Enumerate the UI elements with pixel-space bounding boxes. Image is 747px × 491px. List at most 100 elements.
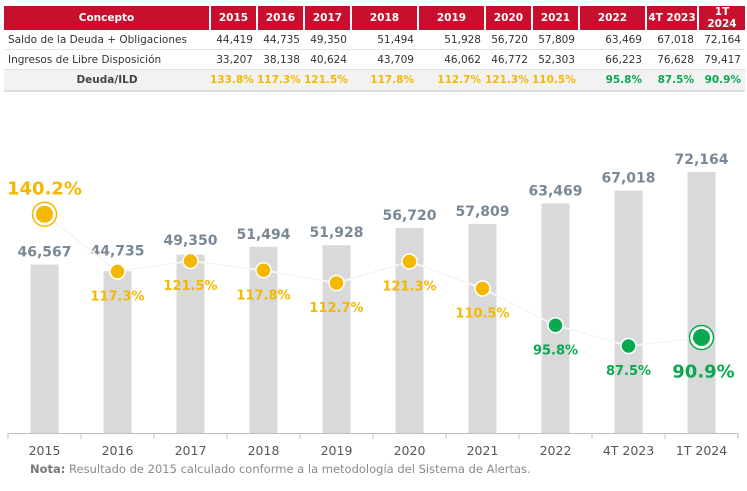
table-cell: 66,223 bbox=[579, 49, 646, 70]
bar-value-label: 51,928 bbox=[309, 225, 363, 241]
ratio-cell: 133.8% bbox=[210, 69, 257, 92]
ratio-cell: 121.3% bbox=[485, 69, 532, 92]
data-table: Concepto 2015 2016 2017 2018 2019 2020 2021 2022… bbox=[4, 6, 745, 92]
table-cell: 44,419 bbox=[210, 30, 257, 50]
bar-value-label: 56,720 bbox=[382, 208, 436, 224]
ratio-value-labels: 140.2% 117.3% 121.5% 117.8% 112.7% 121.3% 110.… bbox=[7, 178, 735, 382]
x-tick-labels: 2015 2016 2017 2018 2019 2020 2021 2022 4T 2023 1… bbox=[29, 443, 728, 458]
table-cell: 76,628 bbox=[646, 49, 698, 70]
ratio-point bbox=[620, 337, 637, 355]
ratio-point bbox=[401, 253, 418, 270]
x-tick-label: 4T 2023 bbox=[603, 443, 654, 458]
bar-value-labels: 46,567 44,735 49,350 51,494 51,928 56,720 57,8… bbox=[17, 152, 728, 261]
table-cell: 46,062 bbox=[418, 49, 485, 70]
x-tick-label: 2019 bbox=[321, 443, 353, 458]
table-cell: 51,928 bbox=[418, 30, 485, 50]
x-tick-label: 1T 2024 bbox=[676, 443, 727, 458]
ratio-value-label: 140.2% bbox=[7, 178, 82, 199]
header-period: 2017 bbox=[304, 6, 352, 30]
ratio-line-outline bbox=[44, 214, 702, 347]
ratio-value-label: 95.8% bbox=[533, 343, 578, 358]
ratio-point bbox=[255, 262, 272, 279]
table-cell: 33,207 bbox=[210, 49, 257, 70]
bar-value-label: 49,350 bbox=[163, 233, 217, 249]
bar-series bbox=[30, 172, 716, 433]
table-cell: 72,164 bbox=[698, 30, 745, 50]
table-cell: 46,772 bbox=[485, 49, 532, 70]
x-axis bbox=[7, 433, 739, 439]
ratio-value-label: 90.9% bbox=[672, 362, 734, 383]
table-cell: 79,417 bbox=[698, 49, 745, 70]
header-period: 2022 bbox=[579, 6, 647, 30]
bar bbox=[614, 190, 643, 433]
x-tick-label: 2015 bbox=[29, 443, 61, 458]
bar-value-label: 72,164 bbox=[674, 152, 728, 168]
ratio-value-label: 117.3% bbox=[90, 290, 144, 305]
bar-value-label: 46,567 bbox=[17, 245, 71, 261]
table-row: Saldo de la Deuda + Obligaciones 44,419 44… bbox=[4, 30, 745, 50]
ratio-cell: 90.9% bbox=[698, 69, 745, 92]
bar bbox=[687, 172, 716, 433]
table-cell: 38,138 bbox=[257, 49, 304, 70]
bar-value-label: 63,469 bbox=[528, 183, 582, 199]
ratio-cell: 87.5% bbox=[646, 69, 698, 92]
ratio-point bbox=[693, 329, 710, 346]
header-period: 2015 bbox=[210, 6, 258, 30]
table-header-row: Concepto 2015 2016 2017 2018 2019 2020 2021 2022… bbox=[4, 6, 745, 30]
x-tick-label: 2020 bbox=[394, 443, 426, 458]
table-cell: 51,494 bbox=[351, 30, 418, 50]
ratio-row: Deuda/ILD 133.8% 117.3% 121.5% 117.8% 112.7% 1… bbox=[4, 69, 745, 92]
bar-value-label: 57,809 bbox=[455, 204, 509, 220]
ratio-point bbox=[182, 252, 199, 270]
x-tick-label: 2017 bbox=[175, 443, 207, 458]
header-period: 2016 bbox=[257, 6, 305, 30]
bar bbox=[468, 223, 497, 433]
ratio-value-label: 117.8% bbox=[236, 288, 290, 303]
ratio-row-label: Deuda/ILD bbox=[4, 69, 210, 92]
ratio-value-label: 112.7% bbox=[309, 301, 363, 316]
note-text: Resultado de 2015 calculado conforme a l… bbox=[65, 462, 531, 476]
ratio-line-series bbox=[31, 201, 715, 355]
x-tick-label: 2022 bbox=[540, 443, 572, 458]
header-period: 2020 bbox=[485, 6, 533, 30]
ratio-cell: 117.8% bbox=[351, 69, 418, 92]
row-label: Ingresos de Libre Disposición bbox=[4, 49, 210, 70]
ratio-point bbox=[474, 280, 491, 297]
ratio-point bbox=[36, 205, 53, 223]
note-prefix: Nota: bbox=[30, 462, 66, 476]
ratio-cell: 110.5% bbox=[532, 69, 579, 92]
ratio-cell: 95.8% bbox=[579, 69, 646, 92]
table-row: Ingresos de Libre Disposición 33,207 38,13… bbox=[4, 49, 745, 70]
table-cell: 63,469 bbox=[579, 30, 646, 50]
table-cell: 44,735 bbox=[257, 30, 304, 50]
ratio-point bbox=[328, 274, 345, 292]
bar bbox=[176, 254, 205, 433]
table-cell: 57,809 bbox=[532, 30, 579, 50]
table-cell: 43,709 bbox=[351, 49, 418, 70]
ratio-cell: 121.5% bbox=[304, 69, 351, 92]
header-period: 2018 bbox=[351, 6, 419, 30]
data-table-container: Concepto 2015 2016 2017 2018 2019 2020 2021 2022… bbox=[4, 6, 745, 92]
ratio-value-label: 121.5% bbox=[163, 279, 217, 294]
bar bbox=[103, 271, 132, 433]
table-cell: 40,624 bbox=[304, 49, 351, 70]
ratio-cell: 112.7% bbox=[418, 69, 485, 92]
header-period: 2019 bbox=[418, 6, 486, 30]
bar-value-label: 44,735 bbox=[90, 244, 144, 260]
ratio-line bbox=[43, 213, 702, 347]
table-cell: 49,350 bbox=[304, 30, 351, 50]
table-body: Saldo de la Deuda + Obligaciones 44,419 44… bbox=[4, 30, 745, 92]
ratio-value-label: 121.3% bbox=[382, 280, 436, 295]
x-tick-label: 2018 bbox=[248, 443, 280, 458]
bar-value-label: 67,018 bbox=[601, 171, 655, 187]
ratio-point bbox=[109, 263, 126, 280]
bar-value-label: 51,494 bbox=[236, 227, 290, 243]
header-period: 1T 2024 bbox=[698, 6, 745, 30]
table-cell: 52,303 bbox=[532, 49, 579, 70]
bar bbox=[30, 264, 59, 433]
debt-ratio-chart: 46,567 44,735 49,350 51,494 51,928 56,720 57,8… bbox=[7, 152, 739, 458]
ratio-value-label: 110.5% bbox=[455, 307, 509, 322]
row-label: Saldo de la Deuda + Obligaciones bbox=[4, 30, 210, 50]
footnote: Nota: Resultado de 2015 calculado confor… bbox=[30, 462, 531, 476]
bar bbox=[322, 245, 351, 433]
